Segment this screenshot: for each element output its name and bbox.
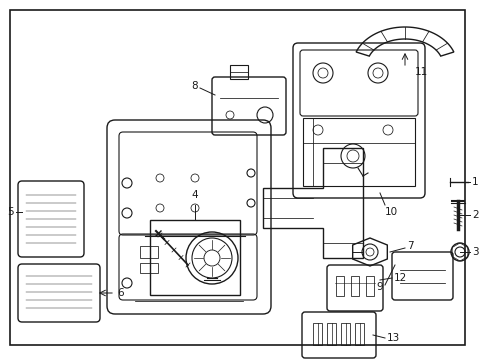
Text: 13: 13 bbox=[387, 333, 400, 343]
Bar bbox=[336, 276, 344, 296]
Bar bbox=[341, 323, 350, 345]
Text: 8: 8 bbox=[192, 81, 198, 91]
Text: 3: 3 bbox=[472, 247, 479, 257]
Bar bbox=[150, 220, 240, 295]
Text: 6: 6 bbox=[117, 288, 123, 298]
Bar bbox=[313, 323, 322, 345]
Text: 5: 5 bbox=[7, 207, 14, 217]
Bar bbox=[230, 65, 248, 79]
Text: 4: 4 bbox=[192, 190, 198, 200]
Text: 7: 7 bbox=[407, 241, 414, 251]
Text: 11: 11 bbox=[415, 67, 428, 77]
Bar bbox=[140, 246, 158, 258]
Text: 1: 1 bbox=[472, 177, 479, 187]
Text: 10: 10 bbox=[385, 207, 398, 217]
Bar bbox=[327, 323, 336, 345]
Text: 12: 12 bbox=[394, 273, 407, 283]
Bar bbox=[303, 118, 415, 186]
Bar bbox=[355, 323, 364, 345]
Bar bbox=[351, 276, 359, 296]
Bar bbox=[366, 276, 374, 296]
Text: 2: 2 bbox=[472, 210, 479, 220]
Text: 9: 9 bbox=[376, 282, 383, 292]
Bar bbox=[140, 263, 158, 273]
